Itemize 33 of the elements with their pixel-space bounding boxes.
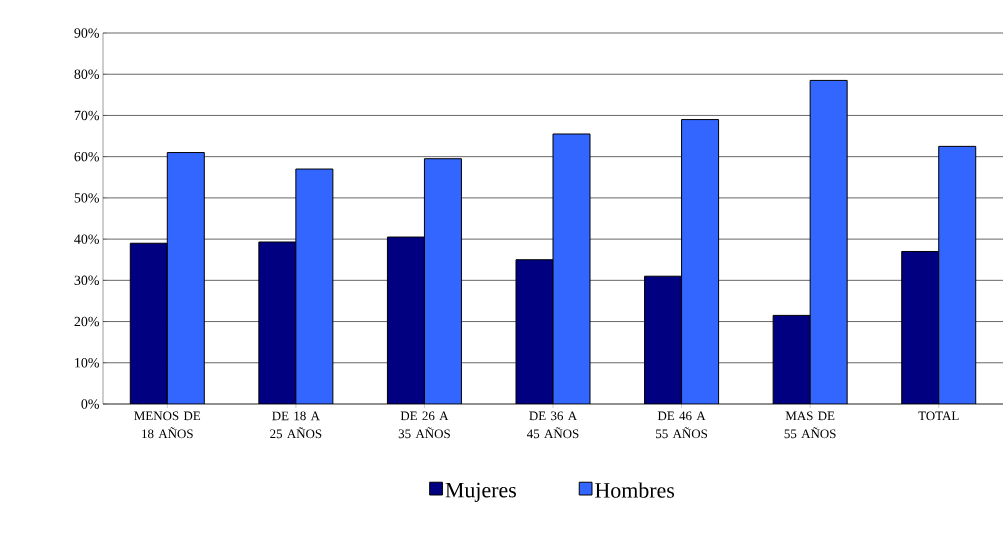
bar bbox=[295, 168, 334, 404]
y-tick-label: 0% bbox=[81, 399, 99, 409]
y-tick-label: 40% bbox=[74, 234, 99, 244]
bar bbox=[386, 236, 425, 404]
y-tick-label: 80% bbox=[74, 69, 99, 79]
bar bbox=[901, 250, 940, 404]
x-tick-label: TOTAL bbox=[918, 411, 959, 421]
x-tick-label: MAS DE 55 AÑOS bbox=[784, 411, 836, 439]
y-tick-label: 30% bbox=[74, 275, 99, 286]
x-tick-label: MENOS DE 18 AÑOS bbox=[134, 411, 201, 439]
y-tick-label: 10% bbox=[75, 358, 99, 368]
y-tick-label: 70% bbox=[74, 110, 99, 121]
y-tick-label: 60% bbox=[74, 151, 99, 162]
bar bbox=[681, 119, 720, 404]
bar bbox=[258, 241, 297, 404]
y-tick-label: 90% bbox=[74, 28, 99, 38]
bar bbox=[938, 145, 977, 404]
bar bbox=[166, 152, 205, 404]
legend-label: Hombres bbox=[595, 482, 675, 498]
x-tick-label: DE 18 A 25 AÑOS bbox=[270, 411, 322, 439]
x-tick-label: DE 26 A 35 AÑOS bbox=[398, 411, 450, 439]
bar bbox=[515, 259, 554, 404]
y-tick-label: 20% bbox=[74, 316, 99, 327]
bar bbox=[423, 158, 462, 404]
bar bbox=[552, 133, 591, 404]
bar bbox=[772, 314, 811, 404]
x-tick-label: DE 46 A 55 AÑOS bbox=[656, 411, 708, 439]
bar bbox=[809, 79, 848, 404]
x-tick-label: DE 36 A 45 AÑOS bbox=[526, 411, 579, 439]
bar bbox=[644, 275, 683, 404]
bar bbox=[129, 242, 168, 404]
legend-label: Mujeres bbox=[445, 482, 516, 502]
y-tick-label: 50% bbox=[74, 193, 99, 203]
